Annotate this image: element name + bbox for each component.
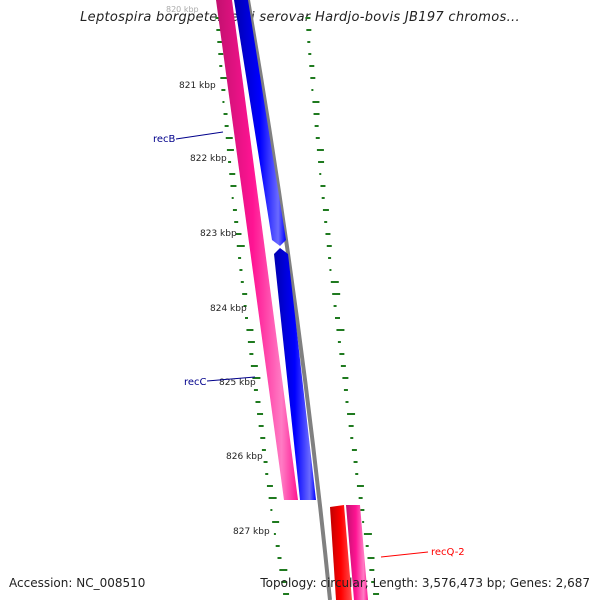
ruler-label-823: 823 kbp: [200, 229, 237, 239]
ruler-text: 822 kbp: [190, 154, 227, 164]
ruler-text: 821 kbp: [179, 81, 216, 91]
ruler-text: 825 kbp: [219, 378, 256, 388]
recC-gene: [274, 248, 316, 500]
gc-ticks-left: [215, 17, 290, 595]
recQ2-gene: [346, 505, 368, 600]
ruler-label-824: 824 kbp: [210, 304, 247, 314]
ruler-label-825: 825 kbp: [219, 378, 256, 388]
ruler-label-822: 822 kbp: [190, 154, 227, 164]
red-gene: [330, 505, 352, 600]
accession-text: Accession: NC_008510: [9, 576, 146, 590]
ruler-text: 823 kbp: [200, 229, 237, 239]
pink-gene-band: [216, 0, 298, 500]
ruler-text: 826 kbp: [226, 452, 263, 462]
ruler-text: 824 kbp: [210, 304, 247, 314]
ruler-label-820: 820 kbp: [166, 5, 199, 14]
map-title: Leptospira borgpetersenii serovar Hardjo…: [80, 10, 520, 25]
recB-gene: [234, 0, 286, 246]
recB-leader: [175, 131, 224, 140]
summary-text: Topology: circular; Length: 3,576,473 bp…: [260, 576, 590, 590]
backbone: [246, 0, 332, 600]
ruler-label-827: 827 kbp: [233, 527, 270, 537]
recC-label: recC: [184, 377, 207, 388]
recB-label: recB: [153, 134, 176, 145]
ruler-label-821: 821 kbp: [179, 81, 216, 91]
ruler-text: 820 kbp: [166, 5, 199, 14]
gc-ticks-right: [305, 17, 380, 595]
ruler-label-826: 826 kbp: [226, 452, 263, 462]
recC-leader: [206, 376, 256, 382]
recQ2-label: recQ-2: [431, 547, 465, 558]
recQ2-leader: [380, 551, 429, 558]
ruler-text: 827 kbp: [233, 527, 270, 537]
